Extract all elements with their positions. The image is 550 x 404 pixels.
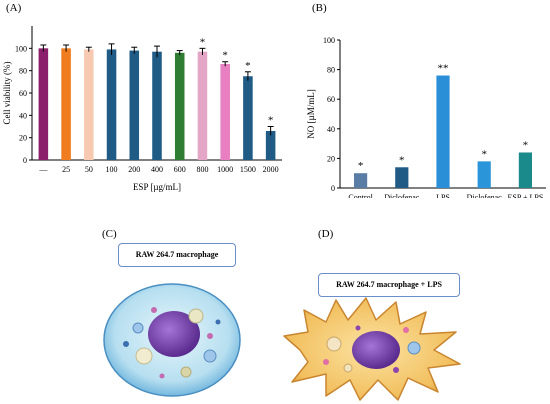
x-tick-label: 2000 xyxy=(263,165,279,174)
y-tick-label: 80 xyxy=(19,67,27,76)
x-axis-label: ESP [µg/mL] xyxy=(133,182,181,192)
x-tick-label: 100 xyxy=(106,165,118,174)
panel-d-label: (D) xyxy=(318,228,334,240)
x-tick-label: LPS xyxy=(436,193,450,198)
y-tick-label: 0 xyxy=(331,184,335,193)
activated-macrophage-illustration xyxy=(283,297,461,401)
bar xyxy=(477,161,491,188)
x-tick-label: — xyxy=(38,165,48,174)
x-tick-label: 400 xyxy=(151,165,163,174)
y-tick-label: 100 xyxy=(323,36,335,45)
y-tick-label: 20 xyxy=(327,154,335,163)
significance-label: * xyxy=(481,148,487,160)
macrophage-label-box: RAW 264.7 macrophage xyxy=(118,243,236,267)
x-tick-label: Control xyxy=(348,193,373,198)
chart-b: 0 20 40 60 80 100 NO [µM/mL] * Control * Diclofena… xyxy=(306,36,546,198)
y-axis-label: NO [µM/mL] xyxy=(306,89,316,138)
bar xyxy=(38,48,49,160)
nucleus xyxy=(148,311,200,357)
bar xyxy=(197,51,208,160)
significance-label: * xyxy=(358,160,364,172)
y-axis-label: Cell viability (%) xyxy=(2,62,12,125)
y-tick-label: 60 xyxy=(327,95,335,104)
y-tick-label: 60 xyxy=(19,89,27,98)
x-tick-label: 25 xyxy=(62,165,70,174)
bar xyxy=(84,49,94,161)
y-tick-label: 40 xyxy=(327,125,335,134)
bar xyxy=(220,63,230,160)
bar xyxy=(174,52,185,160)
bar xyxy=(436,75,450,188)
x-tick-label: 1500 xyxy=(240,165,256,174)
bar xyxy=(395,167,409,188)
bar xyxy=(243,76,253,160)
significance-label: * xyxy=(523,139,529,151)
bar xyxy=(152,51,162,160)
y-tick-label: 20 xyxy=(19,134,27,143)
significance-label: * xyxy=(268,115,274,127)
bar xyxy=(129,50,140,160)
bar xyxy=(518,152,532,188)
bar xyxy=(354,173,368,188)
bar xyxy=(61,48,71,160)
bar xyxy=(265,130,276,160)
x-tick-label: ESP + LPS xyxy=(508,193,544,198)
x-tick-label: 600 xyxy=(174,165,186,174)
activated-macrophage-label-box: RAW 264.7 macrophage + LPS xyxy=(318,273,460,297)
y-tick-label: 0 xyxy=(23,156,27,165)
x-tick-label: 800 xyxy=(196,165,208,174)
significance-label: * xyxy=(399,154,405,166)
y-tick-label: 80 xyxy=(327,66,335,75)
x-tick-label: Diclofenac xyxy=(384,193,420,198)
y-tick-label: 100 xyxy=(15,44,27,53)
x-tick-label: Diclofenac xyxy=(467,193,503,198)
panel-a-label: (A) xyxy=(6,2,22,14)
panel-c-label: (C) xyxy=(102,228,117,240)
x-tick-label: 50 xyxy=(85,165,93,174)
significance-label: * xyxy=(222,50,228,62)
bar xyxy=(106,49,117,161)
panel-b-label: (B) xyxy=(312,2,327,14)
macrophage-illustration xyxy=(103,283,241,397)
x-tick-label: 1000 xyxy=(217,165,233,174)
nucleus xyxy=(352,331,400,369)
significance-label: * xyxy=(245,60,251,72)
significance-label: * xyxy=(200,36,206,48)
x-tick-label: 200 xyxy=(128,165,140,174)
significance-label: ** xyxy=(438,63,449,75)
y-tick-label: 40 xyxy=(19,111,27,120)
